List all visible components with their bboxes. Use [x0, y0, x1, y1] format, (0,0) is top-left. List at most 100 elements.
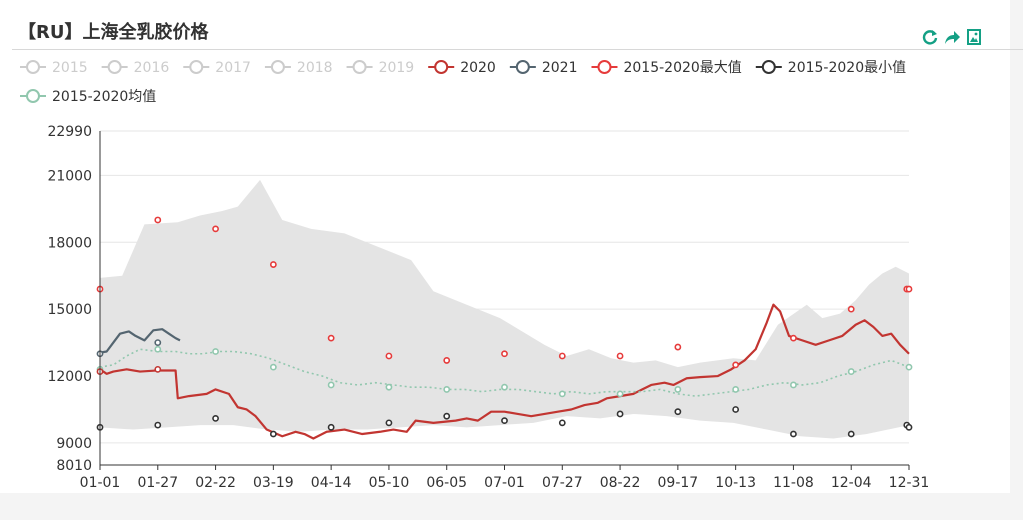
legend-item-6[interactable]: 2021: [509, 60, 578, 76]
chart: 2015 2016 2017 2018 2019 2020 2021 2015-2020最大值…: [20, 60, 930, 491]
legend-marker: [107, 60, 122, 74]
page-title: 【RU】上海全乳胶价格: [18, 22, 209, 43]
x-tick-label: 09-17: [658, 475, 699, 491]
title-divider: [12, 49, 1023, 50]
min-max-band: [100, 179, 909, 439]
legend-item-7[interactable]: 2015-2020最大值: [591, 60, 742, 76]
x-tick-label: 01-27: [137, 475, 178, 491]
save-image-icon[interactable]: [965, 28, 983, 46]
legend-marker: [597, 60, 612, 74]
marker-min: [385, 419, 393, 427]
marker-min: [905, 423, 913, 431]
y-tick-label: 15000: [47, 302, 92, 318]
legend-label: 2015-2020最小值: [788, 60, 906, 76]
chart-markers: [96, 216, 913, 438]
marker-max: [385, 352, 393, 360]
x-tick-label: 08-22: [600, 475, 641, 491]
marker-min: [790, 430, 797, 438]
marker-min: [674, 408, 682, 416]
legend-item-0[interactable]: 2015: [20, 60, 88, 76]
marker-avg: [327, 381, 335, 389]
x-tick-label: 10-13: [715, 475, 756, 491]
marker-min: [443, 412, 451, 420]
legend-marker: [434, 60, 449, 74]
marker-max: [732, 361, 740, 369]
x-tick-label: 11-08: [773, 475, 814, 491]
legend-label: 2018: [297, 60, 333, 76]
marker-avg: [269, 363, 277, 371]
marker-avg: [501, 383, 508, 391]
marker-avg: [847, 368, 855, 375]
marker-avg: [154, 345, 162, 353]
refresh-icon[interactable]: [921, 28, 939, 46]
legend-label: 2015-2020均值: [52, 89, 156, 105]
legend-item-8[interactable]: 2015-2020最小值: [755, 60, 906, 76]
marker-avg: [905, 363, 913, 371]
legend-label: 2016: [134, 60, 170, 76]
marker-max: [212, 225, 219, 233]
marker-avg: [385, 383, 393, 391]
marker-max: [790, 334, 797, 342]
legend-item-3[interactable]: 2018: [264, 60, 333, 76]
marker-max: [269, 261, 277, 268]
x-tick-label: 12-31: [889, 475, 930, 491]
marker-s2020: [154, 365, 162, 373]
y-tick-label: 18000: [47, 235, 92, 251]
legend-item-4[interactable]: 2019: [346, 60, 415, 76]
marker-avg: [558, 390, 566, 398]
series-line-2021: [99, 328, 181, 354]
x-tick-label: 02-22: [195, 475, 236, 491]
marker-min: [558, 419, 566, 427]
marker-min: [616, 410, 624, 418]
marker-min: [501, 417, 508, 425]
legend-marker: [26, 60, 40, 74]
marker-max: [327, 334, 335, 342]
marker-max: [154, 216, 162, 224]
y-tick-label: 8010: [56, 458, 92, 474]
legend-item-5[interactable]: 2020: [428, 60, 496, 76]
share-icon[interactable]: [943, 28, 961, 46]
legend-item-9[interactable]: 2015-2020均值: [20, 89, 156, 105]
marker-min: [847, 430, 855, 438]
series-line-2020: [99, 303, 910, 440]
legend-label: 2021: [542, 60, 578, 76]
y-tick-label: 9000: [56, 436, 92, 452]
marker-min: [327, 423, 335, 431]
marker-avg: [212, 348, 219, 355]
marker-min: [154, 421, 162, 429]
legend-marker: [270, 60, 285, 74]
marker-min: [732, 406, 740, 413]
legend-marker: [352, 60, 367, 74]
x-tick-label: 03-19: [253, 475, 294, 491]
x-tick-label: 05-10: [369, 475, 410, 491]
legend-marker: [26, 89, 40, 103]
x-tick-label: 06-05: [426, 475, 467, 491]
marker-min: [212, 415, 219, 422]
marker-max: [501, 350, 508, 358]
min-max-area: [100, 179, 909, 439]
x-tick-label: 01-01: [80, 475, 121, 491]
marker-max: [616, 352, 624, 360]
legend-item-2[interactable]: 2017: [183, 60, 251, 76]
marker-min: [269, 430, 277, 438]
legend-label: 2017: [215, 60, 251, 76]
legend-label: 2019: [379, 60, 415, 76]
y-tick-label: 22990: [47, 124, 92, 140]
legend-item-1[interactable]: 2016: [101, 60, 170, 76]
marker-max: [443, 357, 451, 364]
y-tick-label: 12000: [47, 369, 92, 385]
legend-label: 2015: [52, 60, 88, 76]
x-tick-label: 04-14: [311, 475, 352, 491]
marker-avg: [732, 386, 740, 393]
marker-avg: [616, 390, 624, 398]
marker-max: [674, 343, 682, 351]
marker-avg: [674, 386, 682, 393]
marker-avg: [443, 386, 451, 393]
y-tick-label: 21000: [47, 168, 92, 184]
x-tick-label: 07-01: [484, 475, 525, 491]
marker-s2021: [154, 339, 162, 346]
marker-max: [905, 285, 913, 293]
marker-max: [558, 352, 566, 360]
x-tick-label: 12-04: [831, 475, 872, 491]
x-tick-label: 07-27: [542, 475, 583, 491]
